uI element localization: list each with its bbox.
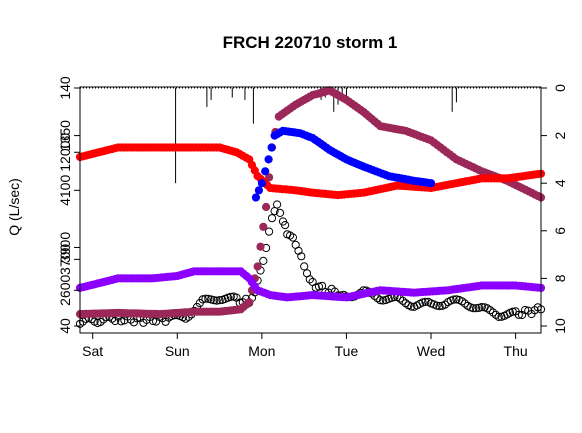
series-0-point	[458, 297, 467, 306]
series-3-point	[261, 167, 270, 176]
series-1-point	[256, 242, 265, 251]
series-1-point	[245, 298, 254, 307]
series-3-point	[257, 179, 266, 188]
x-tick-label: Tue	[335, 343, 359, 359]
series-0-point	[452, 295, 461, 304]
left-y-tick-label: 4100	[57, 175, 73, 206]
left-y-tick-label: 2600	[57, 275, 73, 306]
series-3-point	[254, 186, 263, 195]
series-0-point	[259, 256, 268, 265]
series-0-point	[212, 296, 221, 305]
series-3-point	[426, 179, 436, 188]
series-0-point	[376, 296, 385, 305]
chart-title: FRCH 220710 storm 1	[223, 33, 398, 52]
right-y-tick-label: 10	[552, 318, 568, 334]
series-0-point	[469, 304, 478, 313]
series-0-point	[441, 300, 450, 309]
series-0-point	[267, 214, 277, 223]
series-0-point	[265, 227, 274, 236]
series-0-point	[305, 275, 314, 284]
series-0-point	[514, 310, 523, 319]
right-y-tick-label: 8	[552, 274, 568, 282]
right-y-tick-label: 2	[552, 131, 568, 139]
series-0-point	[432, 301, 441, 310]
series-0-point	[421, 297, 430, 306]
series-0-point	[286, 231, 295, 240]
left-y-tick-label: 12000	[57, 133, 73, 172]
left-y-tick-label: 40	[57, 318, 73, 334]
series-0-point	[486, 306, 495, 315]
left-y-tick-label: 3900	[57, 232, 73, 263]
series-0-point	[494, 312, 503, 321]
left-y-tick-label: 140	[57, 76, 73, 100]
x-tick-label: Sat	[82, 343, 103, 359]
plot-frame	[79, 86, 542, 334]
x-tick-label: Thu	[504, 343, 528, 359]
axes-layer: Sat Sun Mon Tue Wed Thu4026003700390041001200…	[57, 76, 568, 359]
series-0-point	[273, 200, 282, 209]
series-0-point	[201, 294, 210, 303]
series-0-point	[489, 308, 498, 317]
series-0-point	[398, 296, 407, 305]
series-1-point	[265, 173, 274, 182]
series-0-point	[379, 296, 388, 305]
left-y-tick-label: 3700	[57, 244, 73, 275]
series-0-point	[314, 282, 324, 291]
right-y-tick-label: 4	[552, 179, 568, 187]
x-tick-label: Wed	[417, 343, 446, 359]
right-y-tick-label: 6	[552, 227, 568, 235]
series-1-point	[259, 222, 268, 231]
series-layer	[75, 86, 546, 328]
series-1-point	[253, 262, 262, 271]
series-0-point	[281, 221, 290, 230]
series-4	[75, 267, 546, 302]
series-0	[75, 200, 546, 328]
series-0-point	[477, 303, 486, 312]
series-0-point	[300, 262, 309, 271]
series-0-point	[297, 252, 306, 261]
y-axis-label: Q (L/sec)	[6, 178, 22, 236]
series-3	[251, 126, 436, 202]
series-2	[75, 143, 546, 200]
series-0-point	[209, 296, 218, 305]
x-tick-label: Mon	[248, 343, 275, 359]
series-3-point	[264, 155, 273, 164]
series-0-point	[275, 208, 285, 217]
series-0-point	[521, 305, 530, 315]
series-1-point	[262, 202, 271, 212]
series-0-point	[491, 310, 500, 319]
series-0-point	[460, 299, 469, 308]
series-0-point	[288, 233, 297, 242]
series-0-point	[407, 302, 416, 311]
series-0-point	[96, 317, 105, 327]
series-0-point	[472, 304, 481, 313]
series-0-point	[449, 295, 458, 304]
series-0-point	[435, 302, 444, 311]
series-0-point	[111, 316, 120, 326]
series-0-point	[318, 281, 327, 290]
right-y-tick-label: 0	[552, 84, 568, 92]
left-y-tick-label: 1350	[57, 120, 73, 151]
series-0-point	[117, 317, 126, 326]
series-0-point	[215, 296, 224, 305]
series-3-point	[267, 143, 276, 152]
series-0-point	[226, 292, 235, 301]
x-tick-label: Sun	[165, 343, 190, 359]
series-3-point	[251, 193, 260, 202]
